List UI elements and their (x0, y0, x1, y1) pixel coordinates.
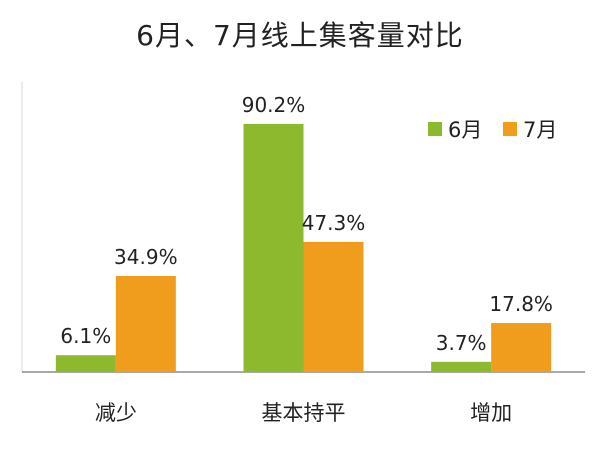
legend-swatch-july (503, 122, 517, 136)
bar-july-1 (303, 241, 364, 372)
bar-june-2 (431, 361, 492, 372)
data-label-july-2: 17.8% (489, 292, 553, 316)
category-tick-0: 减少 (95, 401, 137, 425)
category-tick-2: 增加 (470, 401, 512, 425)
category-ticks: 减少 基本持平 增加 (95, 401, 512, 425)
data-label-june-2: 3.7% (436, 331, 487, 355)
category-tick-1: 基本持平 (262, 401, 346, 425)
bar-june-0 (55, 355, 116, 372)
legend-swatch-june (428, 122, 442, 136)
data-label-june-1: 90.2% (242, 93, 306, 117)
bar-july-2 (491, 323, 552, 372)
legend-label-june: 6月 (448, 118, 482, 142)
bar-july-0 (115, 276, 176, 372)
bar-june-1 (243, 123, 304, 372)
legend: 6月 7月 (428, 118, 557, 142)
data-labels: 6.1% 34.9% 90.2% 47.3% 3.7%17.8% (60, 93, 553, 355)
chart-title: 6月、7月线上集客量对比 (136, 19, 464, 52)
bars (55, 123, 552, 372)
legend-label-july: 7月 (523, 118, 557, 142)
data-label-july-1: 47.3% (302, 211, 366, 235)
data-label-june-0: 6.1% (60, 324, 111, 348)
data-label-july-0: 34.9% (114, 245, 178, 269)
